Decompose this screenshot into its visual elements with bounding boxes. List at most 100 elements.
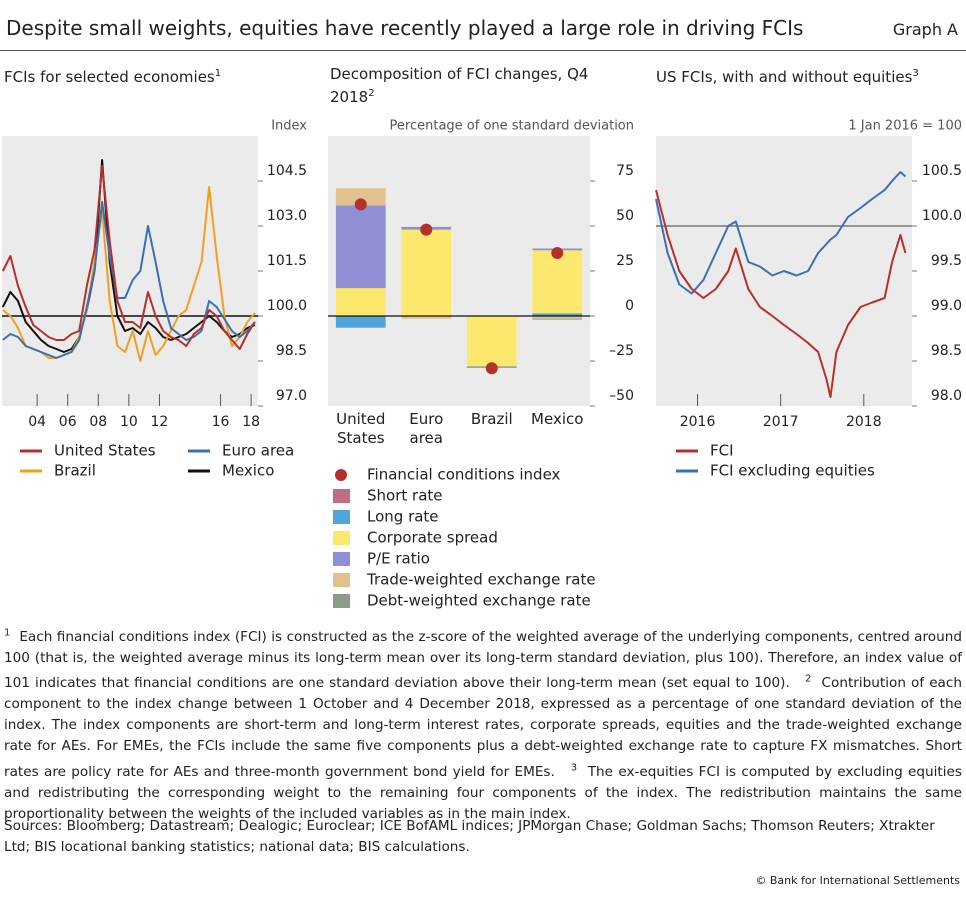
x-tick-label: 08 xyxy=(89,414,107,430)
y-tick-label: –50 xyxy=(609,388,634,404)
x-tick-label: 04 xyxy=(28,414,46,430)
y-tick-label: 103.0 xyxy=(267,208,307,224)
footnote-mark: 3 xyxy=(570,762,578,774)
header-rule xyxy=(0,50,966,51)
y-tick-label: 101.5 xyxy=(267,253,307,269)
legend-swatch xyxy=(333,489,350,503)
series-line xyxy=(2,186,256,362)
y-tick-label: 100.0 xyxy=(267,298,307,314)
bar-segment xyxy=(335,316,386,328)
x-tick-label: 12 xyxy=(151,414,169,430)
fci-point xyxy=(551,247,564,259)
legend-swatch xyxy=(333,510,350,524)
legend-label: Long rate xyxy=(367,508,439,526)
y-tick-label: 100.5 xyxy=(922,163,962,179)
bar-segment xyxy=(532,316,583,319)
plot-area xyxy=(2,136,258,406)
footnote-text: The ex-equities FCI is computed by exclu… xyxy=(4,763,962,822)
panel-title-text: Decomposition of FCI changes, Q4 2018 xyxy=(330,65,589,106)
panel-title: US FCIs, with and without equities3 xyxy=(656,64,956,87)
panel-title-note: 1 xyxy=(214,68,222,79)
y-tick-label: 25 xyxy=(616,253,634,269)
y-axis-label: 1 Jan 2016 = 100 xyxy=(848,119,962,134)
legend-label: Corporate spread xyxy=(367,529,498,547)
x-tick-label: 2016 xyxy=(680,414,716,430)
series-line xyxy=(655,171,907,295)
copyright: © Bank for International Settlements xyxy=(755,874,960,887)
category-label: Mexico xyxy=(531,410,584,428)
y-tick-label: 99.0 xyxy=(931,298,962,314)
bar-segment xyxy=(532,250,583,314)
legend-label: Financial conditions index xyxy=(367,466,561,484)
footnote-text: Each financial conditions index (FCI) is… xyxy=(4,628,962,692)
x-tick-label: 10 xyxy=(120,414,138,430)
series-line xyxy=(655,189,907,398)
bar-segment xyxy=(335,205,386,289)
legend-label: Short rate xyxy=(367,487,443,505)
footnote-text: Contribution of each component to the in… xyxy=(4,675,962,780)
page-title: Despite small weights, equities have rec… xyxy=(6,16,804,40)
series-line xyxy=(2,201,256,359)
series-line xyxy=(1,165,256,350)
footnote: 1 Each financial conditions index (FCI) … xyxy=(4,627,962,692)
bar-segment xyxy=(335,288,386,316)
charts: Index 97.0 98.5 100.0 101.5 103.0 104.5 04 06 08 1… xyxy=(1,119,962,610)
legend-swatch xyxy=(333,573,350,587)
panel-title: Decomposition of FCI changes, Q4 20182 xyxy=(330,64,630,107)
y-tick-label: 98.0 xyxy=(931,388,962,404)
x-tick-label: 18 xyxy=(242,414,260,430)
category-label: Euro area xyxy=(409,410,444,447)
bar-segment xyxy=(401,316,452,319)
y-tick-label: 98.5 xyxy=(931,343,962,359)
series-line xyxy=(1,159,256,353)
legend-swatch xyxy=(335,469,347,481)
panel-title-text: FCIs for selected economies xyxy=(4,68,215,86)
fci-point xyxy=(354,198,367,211)
y-tick-label: 0 xyxy=(625,298,634,314)
panel-title-note: 2 xyxy=(368,88,375,99)
y-axis-label: Percentage of one standard deviation xyxy=(390,119,634,134)
footnote-mark: 2 xyxy=(805,673,812,685)
y-tick-label: 99.5 xyxy=(931,253,962,269)
footnotes: 1 Each financial conditions index (FCI) … xyxy=(4,622,962,825)
legend-label: Euro area xyxy=(222,442,294,460)
x-tick-label: 2018 xyxy=(846,414,882,430)
y-tick-label: 98.5 xyxy=(276,343,307,359)
fci-point xyxy=(420,223,433,236)
legend-label: FCI excluding equities xyxy=(710,462,875,480)
x-tick-label: 16 xyxy=(212,414,230,430)
x-tick-label: 06 xyxy=(59,414,77,430)
y-tick-label: 97.0 xyxy=(276,388,307,404)
bar-segment xyxy=(335,188,386,206)
y-tick-label: 104.5 xyxy=(267,163,307,179)
legend-label: P/E ratio xyxy=(367,550,430,568)
graph-label: Graph A xyxy=(892,20,958,39)
category-label: Brazil xyxy=(470,410,513,428)
legend-swatch xyxy=(333,594,350,608)
legend-label: Debt-weighted exchange rate xyxy=(367,592,591,610)
bar-segment xyxy=(532,318,583,320)
panel-title-text: US FCIs, with and without equities xyxy=(656,68,913,86)
legend-swatch xyxy=(333,531,350,545)
footnote: 2 Contribution of each component to the … xyxy=(4,673,962,780)
legend-label: United States xyxy=(54,442,156,460)
y-tick-label: 75 xyxy=(616,163,634,179)
x-tick-label: 2017 xyxy=(763,414,799,430)
legend-label: Mexico xyxy=(222,462,274,480)
category-label: United States xyxy=(336,410,386,447)
panel-title: FCIs for selected economies1 xyxy=(4,64,304,87)
panel-title-note: 3 xyxy=(912,68,919,79)
y-axis-label: Index xyxy=(271,119,307,134)
y-tick-label: –25 xyxy=(609,343,634,359)
legend-label: Brazil xyxy=(54,462,96,480)
legend-label: FCI xyxy=(710,442,734,460)
bar-segment xyxy=(466,316,517,367)
y-tick-label: 50 xyxy=(616,208,634,224)
y-tick-label: 100.0 xyxy=(922,208,962,224)
footnote-mark: 1 xyxy=(4,627,11,638)
sources: Sources: Bloomberg; Datastream; Dealogic… xyxy=(4,818,935,855)
footnote: 3 The ex-equities FCI is computed by exc… xyxy=(4,762,962,822)
legend-swatch xyxy=(333,552,350,566)
bar-segment xyxy=(401,229,452,316)
